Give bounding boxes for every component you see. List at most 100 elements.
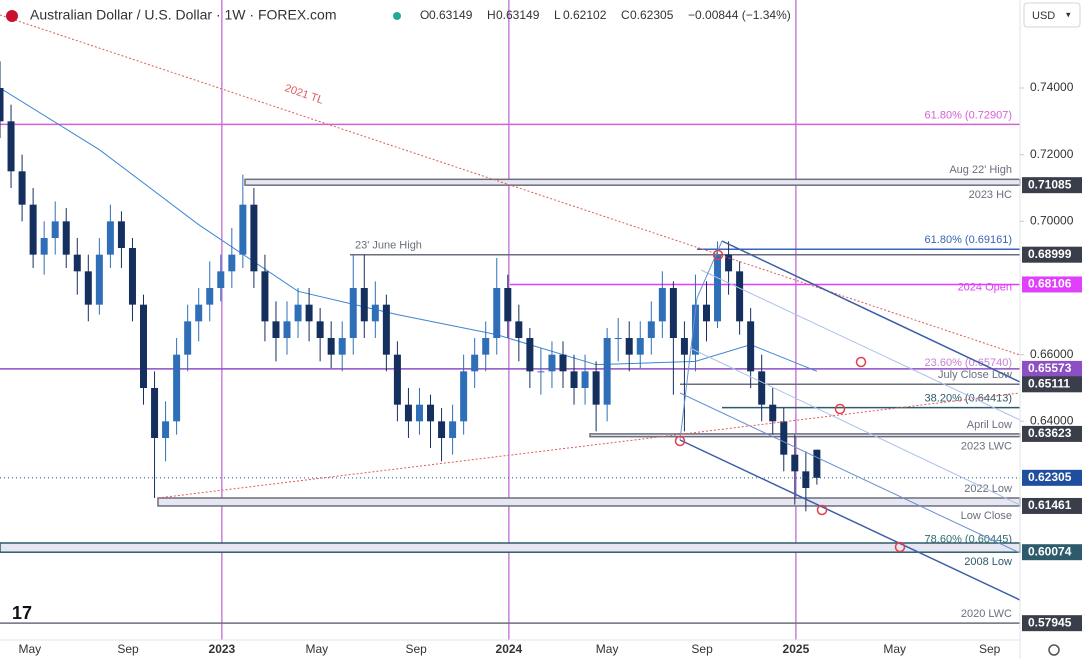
- ohlc-value: 0.63149: [496, 8, 540, 22]
- price-label: 0.61461: [1028, 498, 1072, 512]
- candle-body: [702, 304, 710, 322]
- candle-body: [504, 288, 512, 322]
- candle-body: [382, 304, 390, 355]
- candle-body: [592, 371, 600, 405]
- trendline: [0, 14, 1021, 356]
- candle-body: [415, 404, 423, 422]
- currency[interactable]: USD: [1032, 10, 1055, 22]
- candle-body: [250, 204, 258, 272]
- zone: [589, 433, 1021, 438]
- candle-body: [449, 421, 457, 438]
- level-label: 23' June High: [355, 240, 422, 252]
- price-label: 0.65111: [1028, 376, 1070, 390]
- channel-line: [721, 240, 1021, 383]
- y-tick-label: 0.66000: [1030, 347, 1074, 361]
- marker: [674, 435, 686, 447]
- y-tick-label: 0.64000: [1030, 414, 1074, 428]
- trendline: [157, 392, 1021, 499]
- dropdown-caret[interactable]: ▾: [1066, 9, 1071, 19]
- price-box: [1022, 360, 1082, 377]
- candle-body: [603, 338, 611, 405]
- candle-body: [515, 321, 523, 338]
- candle-body: [106, 221, 114, 255]
- x-tick-label: 2024: [496, 642, 523, 656]
- markers: [674, 249, 906, 553]
- x-tick-label: Sep: [979, 642, 1001, 656]
- level-label: 2023 LWC: [961, 441, 1012, 453]
- x-tick-label: May: [305, 642, 328, 656]
- candle-body: [51, 221, 59, 238]
- currency-button[interactable]: [1023, 2, 1081, 28]
- candle-body: [7, 121, 15, 172]
- zone: [0, 542, 1021, 553]
- candle-body: [471, 354, 479, 372]
- candle-body: [658, 288, 666, 322]
- level-label: 2024 Open: [958, 281, 1012, 293]
- candle-body: [239, 204, 247, 255]
- candle-body: [427, 404, 435, 422]
- candle-body: [460, 371, 468, 422]
- level-label: April Low: [967, 419, 1012, 431]
- price-box: [1022, 425, 1082, 442]
- candle-body: [84, 271, 92, 305]
- price-box: [1022, 177, 1082, 194]
- ohlc-value: 0.62305: [630, 8, 674, 22]
- candle-body: [581, 371, 589, 388]
- candle-body: [736, 271, 744, 322]
- price-label: 0.60074: [1028, 544, 1072, 558]
- candle-body: [62, 221, 70, 255]
- level-label: 2022 Low: [964, 483, 1012, 495]
- ohlc-value: 0.62102: [563, 8, 607, 22]
- marker: [816, 504, 828, 516]
- x-tick-label: 2025: [783, 642, 810, 656]
- price-label: 0.63623: [1028, 426, 1072, 440]
- ohlc-readout: O 0.63149 H 0.63149 L 0.62102 C 0.62305 −0.00844…: [420, 8, 791, 22]
- level-label: July Close Low: [938, 369, 1012, 381]
- level-label: 61.80% (0.72907): [925, 109, 1012, 121]
- candle-body: [18, 171, 26, 205]
- zone: [157, 497, 1021, 507]
- candle-body: [272, 321, 280, 338]
- candle-body: [206, 288, 214, 305]
- candle-body: [29, 204, 37, 255]
- candle-body: [780, 421, 788, 455]
- x-tick-label: Sep: [405, 642, 427, 656]
- price-box: [1022, 376, 1082, 393]
- ohlc-change: −0.00844 (−1.34%): [688, 8, 791, 22]
- flag-icon: [6, 10, 18, 22]
- level-label: 2020 LWC: [961, 608, 1012, 620]
- x-tick-label: May: [883, 642, 906, 656]
- ohlc-key: C: [621, 8, 630, 22]
- settings-icon[interactable]: [1048, 644, 1060, 656]
- price-label: 0.62305: [1028, 470, 1072, 484]
- price-label: 0.65573: [1028, 361, 1072, 375]
- candle-body: [813, 449, 821, 478]
- candle-body: [140, 304, 148, 388]
- marker: [894, 541, 906, 553]
- candle-body: [117, 221, 125, 248]
- x-tick-label: May: [596, 642, 619, 656]
- candle-body: [283, 321, 291, 338]
- candle-body: [0, 88, 4, 122]
- candle-body: [526, 338, 534, 372]
- chart-title: Australian Dollar / U.S. Dollar · 1W · F…: [30, 7, 337, 23]
- level-label: Aug 22' High: [949, 164, 1012, 176]
- level-label: 23.60% (0.65740): [925, 357, 1012, 369]
- candle-body: [360, 288, 368, 322]
- channel-line: [689, 347, 1021, 506]
- candle-body: [482, 338, 490, 355]
- marker: [712, 249, 724, 261]
- price-label: 0.71085: [1028, 177, 1072, 191]
- level-label: 2008 Low: [964, 556, 1012, 568]
- candle-body: [725, 254, 733, 272]
- x-tick-label: 2023: [209, 642, 236, 656]
- level-label: 61.80% (0.69161): [925, 234, 1012, 246]
- candle-body: [647, 321, 655, 338]
- marker: [855, 356, 867, 368]
- candle-body: [791, 454, 799, 472]
- level-label: 2023 HC: [969, 189, 1012, 201]
- pitchfork-handle: [679, 240, 723, 441]
- candle-body: [614, 338, 622, 339]
